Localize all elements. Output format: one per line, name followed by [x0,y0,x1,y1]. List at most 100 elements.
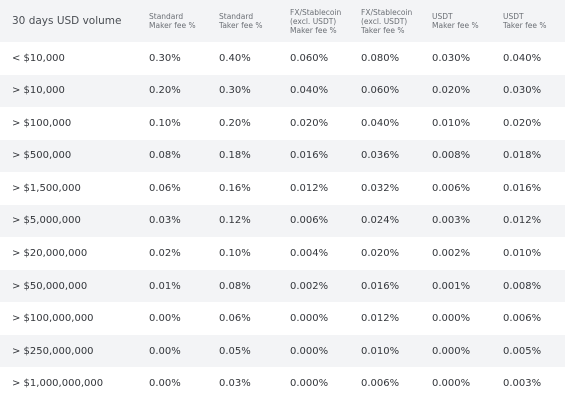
table-row: > $1,500,000 0.06% 0.16% 0.012% 0.032% 0.006%… [0,172,565,205]
table-cell: 0.024% [361,215,400,227]
table-cell: 0.000% [432,313,471,325]
table-row: > $100,000,000 0.00% 0.06% 0.000% 0.012% 0.00… [0,302,565,335]
table-cell: > $50,000,000 [12,280,88,292]
table-row: > $10,000 0.20% 0.30% 0.040% 0.060% 0.020% 0.0… [0,74,565,108]
table-cell: 0.006% [290,215,329,227]
header-text: (excl. USDT) [361,16,408,26]
header-text: FX/Stablecoin [290,7,342,17]
table-cell: 0.10% [219,248,251,260]
table-cell: 0.005% [503,345,542,357]
header-text: USDT [503,12,524,21]
header-text: FX/Stablecoin [361,7,413,17]
table-cell: 0.030% [503,85,542,97]
table-row: > $100,000 0.10% 0.20% 0.020% 0.040% 0.010% 0.… [0,107,565,140]
header-text: Standard [149,12,184,21]
table-cell: > $20,000,000 [12,248,88,260]
table-cell: 0.000% [290,345,329,357]
header-cell: Standard Maker fee % [149,0,196,42]
header-cell: Standard Taker fee % [219,0,262,42]
table-cell: 0.010% [361,345,400,357]
header-cell: FX/Stablecoin (excl. USDT) Maker fee % [290,0,341,42]
table-cell: 0.40% [219,52,251,64]
table-cell: 0.06% [149,182,181,194]
table-cell: 0.00% [149,313,181,325]
header-text: Taker fee % [503,21,547,30]
table-cell: 0.030% [432,52,471,64]
table-cell: 0.012% [290,182,329,194]
table-cell: 0.008% [432,150,471,162]
header-text: (excl. USDT) [290,16,337,26]
table-cell: > $10,000 [12,85,65,97]
header-cell: USDT Taker fee % [503,0,546,42]
table-cell: 0.000% [290,313,329,325]
table-cell: 0.080% [361,52,400,64]
table-cell: 0.008% [503,280,542,292]
header-text: USDT [432,12,453,21]
table-cell: > $5,000,000 [12,215,81,227]
table-cell: 0.020% [361,248,400,260]
table-cell: 0.05% [219,345,251,357]
table-cell: 0.08% [149,150,181,162]
table-cell: 0.00% [149,345,181,357]
table-cell: 0.010% [432,117,471,129]
table-cell: 0.060% [361,85,400,97]
table-cell: 0.020% [503,117,542,129]
header-text: 30 days USD volume [12,14,122,27]
table-cell: 0.003% [503,378,542,390]
table-cell: > $100,000,000 [12,313,94,325]
table-cell: 0.08% [219,280,251,292]
table-cell: 0.06% [219,313,251,325]
table-cell: 0.010% [503,248,542,260]
table-cell: 0.03% [149,215,181,227]
table-cell: 0.016% [290,150,329,162]
header-text: Standard [219,12,254,21]
table-cell: 0.30% [149,52,181,64]
table-cell: 0.30% [219,85,251,97]
table-cell: 0.10% [149,117,181,129]
table-cell: 0.002% [432,248,471,260]
table-cell: 0.03% [219,378,251,390]
table-cell: 0.016% [361,280,400,292]
table-cell: 0.004% [290,248,329,260]
table-cell: 0.040% [361,117,400,129]
table-row: > $5,000,000 0.03% 0.12% 0.006% 0.024% 0.003%… [0,204,565,238]
table-cell: 0.006% [432,182,471,194]
table-cell: 0.000% [432,345,471,357]
table-cell: 0.01% [149,280,181,292]
table-cell: 0.040% [290,85,329,97]
header-cell: FX/Stablecoin (excl. USDT) Taker fee % [361,0,412,42]
table-cell: 0.020% [290,117,329,129]
table-cell: 0.006% [361,378,400,390]
table-cell: 0.20% [219,117,251,129]
table-cell: > $100,000 [12,117,72,129]
table-cell: 0.060% [290,52,329,64]
header-text: Maker fee % [432,21,479,30]
table-cell: 0.000% [290,378,329,390]
table-row: > $20,000,000 0.02% 0.10% 0.004% 0.020% 0.002… [0,237,565,270]
table-row: > $250,000,000 0.00% 0.05% 0.000% 0.010% 0.00… [0,334,565,368]
table-cell: 0.012% [503,215,542,227]
table-cell: 0.02% [149,248,181,260]
table-cell: 0.16% [219,182,251,194]
table-cell: 0.000% [432,378,471,390]
table-row: > $1,000,000,000 0.00% 0.03% 0.000% 0.006% 0.… [0,367,565,400]
table-row: > $50,000,000 0.01% 0.08% 0.002% 0.016% 0.001… [0,269,565,303]
header-text: Maker fee % [290,25,337,35]
table-cell: > $1,000,000,000 [12,378,104,390]
table-cell: 0.032% [361,182,400,194]
table-cell: 0.020% [432,85,471,97]
table-cell: 0.018% [503,150,542,162]
table-cell: 0.001% [432,280,471,292]
header-text: Taker fee % [361,25,405,35]
table-cell: 0.20% [149,85,181,97]
table-cell: 0.036% [361,150,400,162]
table-row: < $10,000 0.30% 0.40% 0.060% 0.080% 0.030% 0.0… [0,42,565,75]
header-cell: 30 days USD volume [12,0,122,42]
table-cell: 0.18% [219,150,251,162]
header-text: Maker fee % [149,21,196,30]
table-cell: > $500,000 [12,150,72,162]
table-cell: 0.12% [219,215,251,227]
table-cell: 0.012% [361,313,400,325]
header-cell: USDT Maker fee % [432,0,479,42]
